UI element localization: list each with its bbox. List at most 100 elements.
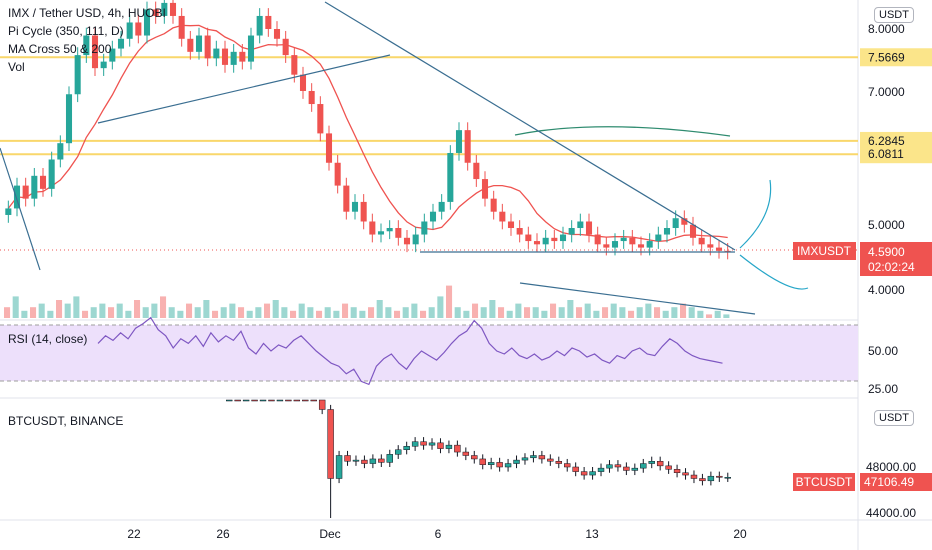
volume-bar	[298, 303, 305, 318]
volume-bar	[541, 310, 548, 318]
btc-symbol-box	[793, 473, 855, 491]
imx-candle	[291, 55, 298, 75]
btc-symbol: BTCUSDT	[796, 475, 853, 489]
rsi-tick-label: 25.00	[868, 382, 898, 396]
volume-bar	[281, 307, 288, 318]
volume-bar	[402, 307, 409, 318]
volume-bar	[636, 307, 643, 318]
imx-candle	[178, 15, 185, 39]
volume-bar	[714, 310, 721, 318]
time-tick-label: 26	[216, 527, 230, 541]
volume-bar	[21, 310, 28, 318]
volume-bar	[246, 310, 253, 318]
imx-candle	[13, 185, 21, 209]
ma-50-line	[7, 24, 728, 243]
volume-bar	[394, 310, 401, 318]
imx-candle	[464, 130, 471, 163]
imx-candle	[65, 94, 73, 144]
volume-bars	[4, 285, 730, 318]
volume-bar	[411, 303, 418, 318]
time-tick-label: 13	[585, 527, 599, 541]
legend-ma-cross[interactable]: MA Cross 50 & 200	[8, 42, 112, 56]
time-tick-label: 6	[435, 527, 442, 541]
volume-bar	[151, 303, 158, 318]
btc-candle	[276, 399, 284, 402]
btc-candle	[251, 399, 258, 402]
btc-candle	[293, 399, 301, 402]
volume-bar	[489, 300, 496, 318]
legend-pi-cycle[interactable]: Pi Cycle (350, 111, D)	[8, 24, 124, 38]
imx-candle	[299, 74, 307, 91]
rsi-tick-label: 50.00	[868, 344, 898, 358]
imx-candle	[31, 175, 38, 199]
currency-button[interactable]: USDT	[874, 7, 914, 23]
volume-bar	[437, 296, 444, 318]
last-price-countdown: 02:02:24	[868, 260, 915, 274]
time-tick-label: 20	[733, 527, 747, 541]
volume-bar	[680, 303, 687, 318]
currency-button-btc[interactable]: USDT	[874, 410, 914, 426]
volume-bar	[4, 307, 11, 318]
volume-bar	[697, 310, 704, 318]
volume-bar	[255, 307, 262, 318]
imx-candle	[386, 228, 393, 232]
volume-bar	[307, 307, 314, 318]
btc-price-value: 47106.49	[864, 475, 914, 489]
trend-lines[interactable]	[0, 1, 858, 315]
level-label-box	[860, 48, 932, 67]
volume-bar	[272, 300, 279, 318]
level-label: 7.5669	[868, 50, 905, 64]
volume-bar	[593, 310, 600, 318]
main-legend: IMX / Tether USD, 4h, HUOBI Pi Cycle (35…	[8, 4, 166, 76]
volume-bar	[420, 310, 427, 318]
last-price-value: 4.5900	[868, 245, 905, 259]
horizontal-levels[interactable]	[0, 56, 858, 156]
imx-candle	[109, 48, 116, 62]
projection-down	[739, 254, 809, 290]
imx-candle	[412, 234, 419, 245]
btc-candle	[386, 454, 393, 463]
btc-candle	[428, 442, 436, 446]
legend-vol[interactable]: Vol	[8, 60, 25, 74]
volume-bar	[229, 303, 236, 318]
legend-btc[interactable]: BTCUSDT, BINANCE	[8, 414, 124, 428]
price-tick-label: 5.0000	[868, 218, 905, 232]
btc-candle	[454, 444, 461, 453]
btc-candle	[420, 441, 427, 446]
imx-candle	[438, 201, 445, 212]
btc-tick-label: 44000.00	[866, 506, 916, 520]
imx-candle	[698, 237, 705, 245]
volume-bar	[316, 310, 323, 318]
imx-candle	[516, 228, 523, 235]
imx-candle	[629, 237, 636, 245]
btc-candle	[310, 399, 317, 402]
legend-symbol[interactable]: IMX / Tether USD, 4h, HUOBI	[8, 6, 166, 20]
imx-candle	[143, 9, 151, 36]
volume-bar	[290, 310, 297, 318]
imx-candle	[256, 15, 263, 36]
btc-candle	[411, 441, 419, 447]
volume-bar	[12, 296, 19, 318]
imx-candle	[204, 35, 211, 59]
btc-candle	[572, 466, 579, 472]
time-axis[interactable]: 22 26 Dec 6 13 20	[127, 527, 747, 541]
btc-candle	[623, 466, 630, 471]
volume-bar	[90, 307, 97, 318]
volume-trend-line	[519, 282, 756, 315]
last-price-symbol: IMXUSDT	[797, 244, 852, 258]
volume-bar	[584, 303, 591, 318]
imx-candle	[568, 228, 575, 235]
btc-candle	[606, 464, 613, 469]
volume-bar	[706, 314, 713, 318]
btc-candle	[352, 459, 360, 462]
imx-candle	[273, 29, 281, 39]
imx-candle	[551, 237, 558, 242]
legend-rsi[interactable]: RSI (14, close)	[8, 332, 88, 346]
btc-candle	[403, 446, 410, 450]
volume-bar	[203, 300, 210, 318]
btc-candle	[564, 463, 571, 468]
btc-candle	[268, 399, 275, 402]
btc-candle	[614, 464, 622, 468]
